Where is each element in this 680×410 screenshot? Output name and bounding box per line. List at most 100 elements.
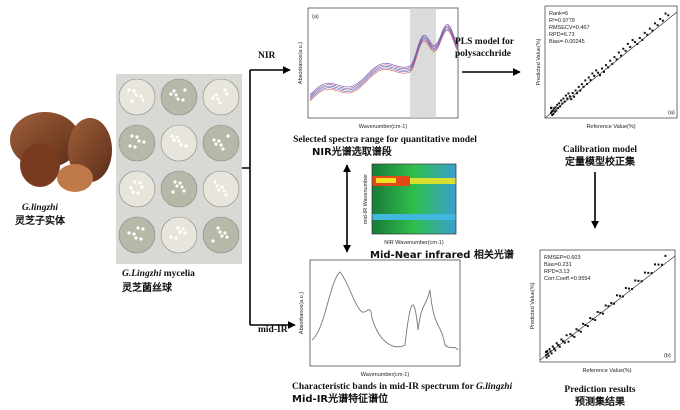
point [546,350,548,352]
point [573,336,575,338]
point [562,340,564,342]
colony [183,88,186,91]
point [546,357,548,359]
point [607,305,609,307]
fruiting-body-image [10,112,112,192]
point [550,112,552,114]
point [552,110,554,112]
point [581,83,583,85]
colony [139,237,142,240]
stat-label: RMSEP=0.603 [544,255,581,261]
petri-dish [161,171,197,207]
point [561,103,563,105]
colony [216,97,219,100]
stat-label: Bias=0.231 [544,262,572,268]
point [566,334,568,336]
colony [139,94,142,97]
colony [177,139,180,142]
caption-cn: Mid-IR光谱特征谱位 [292,392,388,405]
caption-cn: 定量模型校正集 [565,155,636,168]
colony [170,134,173,137]
point [625,287,627,289]
nir-chart: (a) Absorbance(a.u.) Wavenumber(cm-1) [298,8,458,130]
colony [142,140,145,143]
point [593,75,595,77]
pls-label: polysacchride [455,49,511,59]
petri-dish [119,79,155,115]
point [657,24,659,26]
point [662,20,664,22]
caption-cn: NIR光谱选取谱段 [312,145,392,158]
colony [182,189,185,192]
point [557,107,559,109]
point [607,66,609,68]
colony [224,193,227,196]
colony [211,96,214,99]
x-axis-label: Reference Value(%) [582,368,631,374]
point [559,346,561,348]
point [594,319,596,321]
point [582,323,584,325]
colony [222,189,225,192]
pls-label: PLS model for [455,37,515,47]
point [548,355,550,357]
point [555,106,557,108]
colony [179,143,182,146]
point [559,105,561,107]
colony [130,134,133,137]
colony [141,227,144,230]
point [618,51,620,53]
colony [220,185,223,188]
point [631,288,633,290]
colony [214,142,217,145]
caption: Calibration model [563,145,638,155]
point [584,324,586,326]
point [560,99,562,101]
point [628,288,630,290]
point [565,95,567,97]
graphical-abstract: G.lingzhi 灵芝子实体 G.Lingzhi mycelia 灵芝菌丝球 … [0,0,680,410]
petri-dish [161,79,197,115]
caption: Selected spectra range for quantitative … [293,135,477,145]
point [595,69,597,71]
petri-dish [161,125,197,161]
point [632,39,634,41]
panel-label: (a) [312,14,319,20]
panel-label: (a) [668,110,675,116]
colony [223,231,226,234]
colony [132,232,135,235]
colony [131,190,134,193]
colony [226,134,229,137]
branch-line [242,70,250,325]
colony [136,226,139,229]
point [556,342,558,344]
colony [130,99,133,102]
point [590,79,592,81]
point [562,98,564,100]
point [657,264,659,266]
point [550,107,552,109]
colony [225,92,228,95]
colony [127,88,130,91]
point [566,98,568,100]
point [613,56,615,58]
point [547,352,549,354]
mycelia-label: G.Lingzhi mycelia [122,269,195,279]
stat-label: Rank=6 [549,11,568,17]
point [647,272,649,274]
point [601,68,603,70]
point [588,77,590,79]
point [649,28,651,30]
point [654,22,656,24]
point [552,345,554,347]
point [641,280,643,282]
point [599,74,601,76]
colony [213,180,216,183]
point [609,60,611,62]
colony [136,191,139,194]
point [634,279,636,281]
point [639,37,641,39]
point [575,328,577,330]
colony [176,226,179,229]
point [644,272,646,274]
